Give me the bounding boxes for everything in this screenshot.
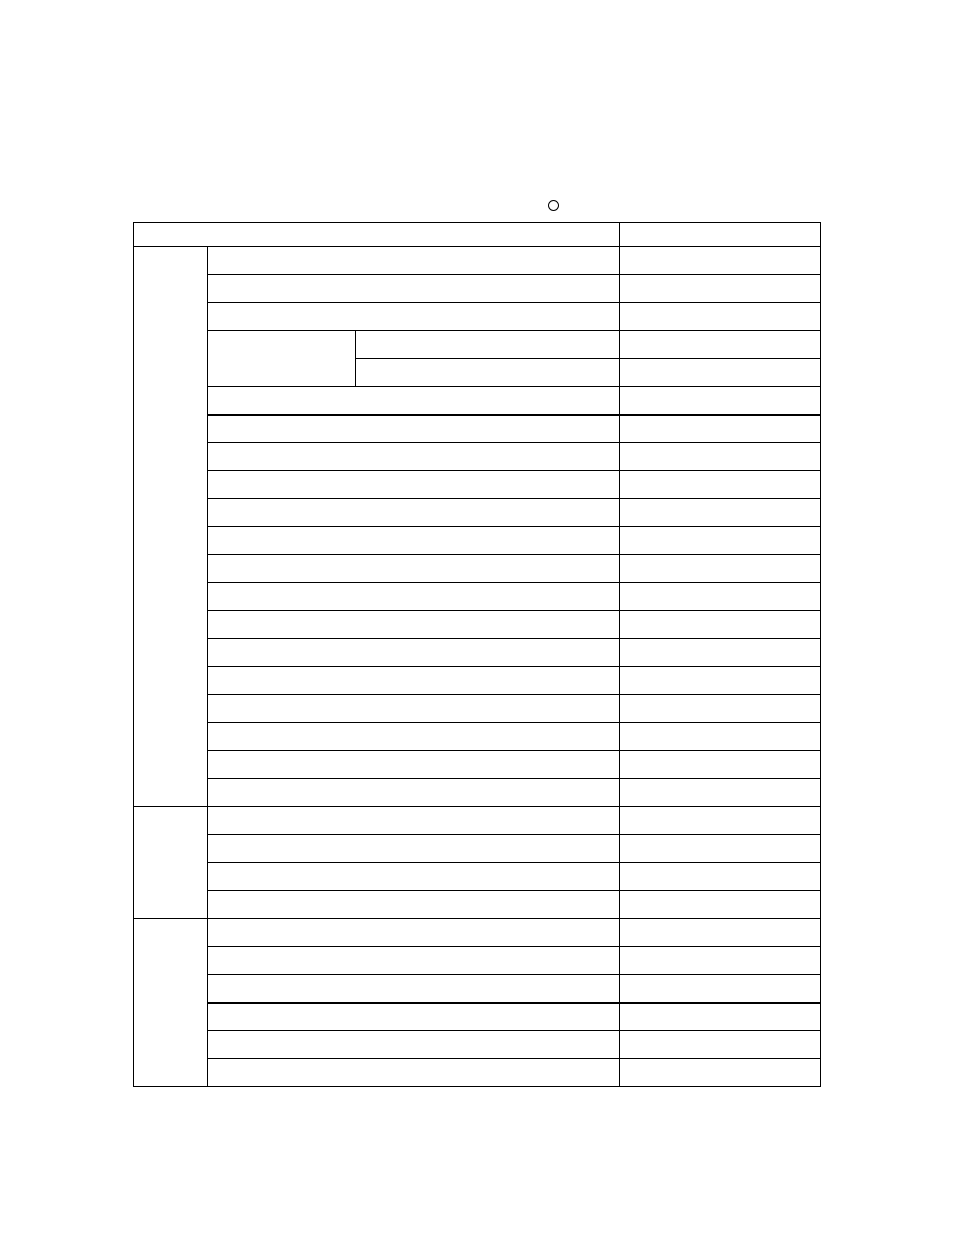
- cell: [620, 947, 821, 975]
- cell: [207, 975, 619, 1003]
- cell: [207, 443, 619, 471]
- cell: [620, 975, 821, 1003]
- cell: [207, 695, 619, 723]
- cell: [620, 331, 821, 359]
- subgroup-label-cell: [207, 331, 355, 387]
- cell: [207, 499, 619, 527]
- cell: [620, 1003, 821, 1031]
- cell: [207, 387, 619, 415]
- cell: [620, 415, 821, 443]
- table-row: [134, 499, 821, 527]
- group1-label-cell: [134, 247, 208, 807]
- cell: [620, 695, 821, 723]
- table-row: [134, 1059, 821, 1087]
- cell: [620, 835, 821, 863]
- cell: [207, 471, 619, 499]
- table-row: [134, 667, 821, 695]
- table-row: [134, 751, 821, 779]
- cell: [620, 1031, 821, 1059]
- table-row: [134, 527, 821, 555]
- group3-label-cell: [134, 919, 208, 1087]
- table-row: [134, 863, 821, 891]
- circle-marker: [548, 200, 559, 211]
- table-row: [134, 1031, 821, 1059]
- cell: [620, 891, 821, 919]
- table-row: [134, 275, 821, 303]
- cell: [355, 359, 620, 387]
- cell: [207, 667, 619, 695]
- cell: [620, 639, 821, 667]
- cell: [207, 415, 619, 443]
- header-cell-right: [620, 223, 821, 247]
- cell: [620, 387, 821, 415]
- cell: [207, 583, 619, 611]
- cell: [620, 247, 821, 275]
- table-row: [134, 331, 821, 359]
- cell: [620, 303, 821, 331]
- table-row: [134, 891, 821, 919]
- cell: [620, 499, 821, 527]
- cell: [207, 247, 619, 275]
- table-row: [134, 611, 821, 639]
- cell: [620, 443, 821, 471]
- table-row: [134, 835, 821, 863]
- table-header-row: [134, 223, 821, 247]
- data-table: [133, 222, 821, 1087]
- cell: [620, 751, 821, 779]
- cell: [620, 919, 821, 947]
- cell: [207, 611, 619, 639]
- cell: [207, 779, 619, 807]
- cell: [207, 1003, 619, 1031]
- cell: [207, 751, 619, 779]
- table-row: [134, 247, 821, 275]
- table-row: [134, 387, 821, 415]
- table-row: [134, 583, 821, 611]
- cell: [620, 863, 821, 891]
- cell: [355, 331, 620, 359]
- cell: [620, 275, 821, 303]
- cell: [620, 611, 821, 639]
- cell: [620, 779, 821, 807]
- cell: [620, 1059, 821, 1087]
- cell: [207, 891, 619, 919]
- cell: [620, 667, 821, 695]
- table-row: [134, 555, 821, 583]
- cell: [207, 947, 619, 975]
- cell: [207, 807, 619, 835]
- cell: [207, 835, 619, 863]
- table-row: [134, 807, 821, 835]
- table-row: [134, 947, 821, 975]
- table-row: [134, 779, 821, 807]
- cell: [207, 555, 619, 583]
- cell: [620, 527, 821, 555]
- cell: [207, 275, 619, 303]
- cell: [207, 863, 619, 891]
- table-row: [134, 975, 821, 1003]
- cell: [207, 1031, 619, 1059]
- page: [0, 0, 954, 1235]
- cell: [620, 471, 821, 499]
- cell: [207, 723, 619, 751]
- table-row: [134, 303, 821, 331]
- table-row: [134, 443, 821, 471]
- cell: [207, 527, 619, 555]
- cell: [620, 583, 821, 611]
- group2-label-cell: [134, 807, 208, 919]
- table-row: [134, 415, 821, 443]
- cell: [620, 723, 821, 751]
- cell: [207, 639, 619, 667]
- cell: [620, 807, 821, 835]
- cell: [620, 359, 821, 387]
- table-row: [134, 919, 821, 947]
- cell: [207, 919, 619, 947]
- table-row: [134, 723, 821, 751]
- cell: [207, 1059, 619, 1087]
- cell: [207, 303, 619, 331]
- table-row: [134, 1003, 821, 1031]
- table-row: [134, 639, 821, 667]
- header-cell-left: [134, 223, 620, 247]
- table-row: [134, 471, 821, 499]
- cell: [620, 555, 821, 583]
- table-row: [134, 695, 821, 723]
